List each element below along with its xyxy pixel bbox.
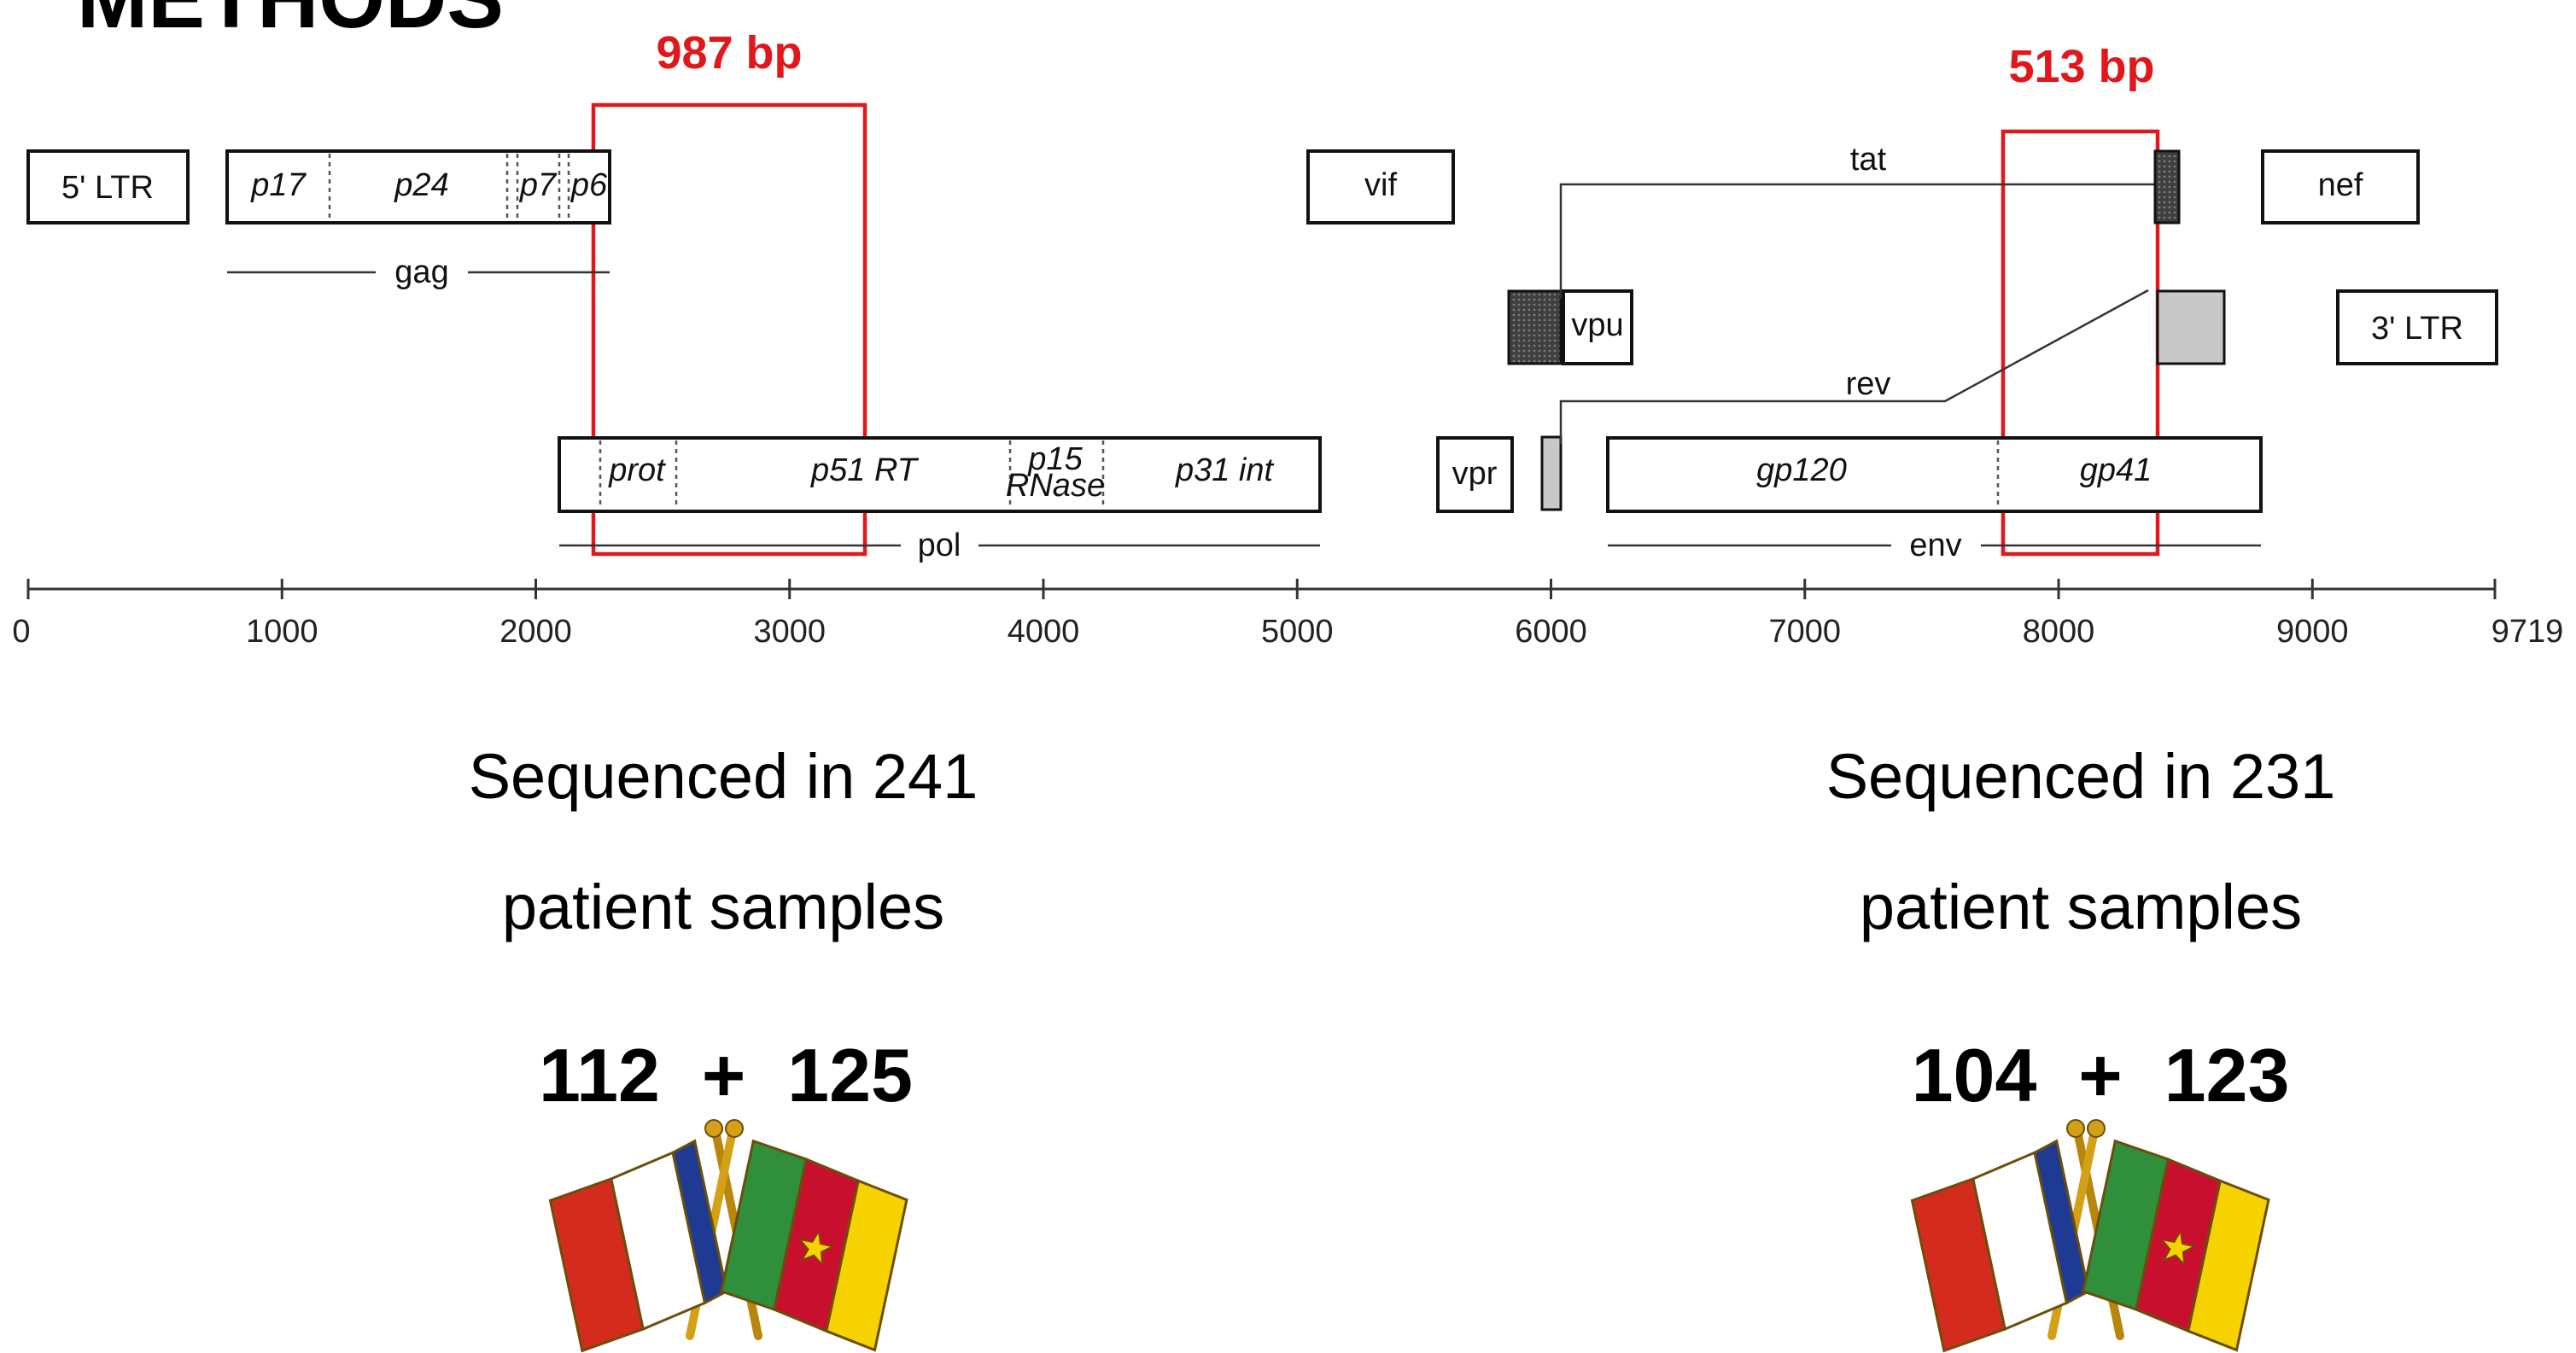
cameroon-flag [2082, 1139, 2270, 1352]
pol-p51rt-label: p51 RT [810, 452, 920, 488]
cameroon-flag [720, 1139, 908, 1352]
page-title: METHODS [77, 0, 504, 46]
region-right-highlight: 513 bp [2001, 41, 2160, 557]
ltr3-label: 3' LTR [2371, 311, 2463, 347]
tat-exon2 [2153, 149, 2181, 225]
region-left-summary: Sequenced in 241 patient samples 112 + 1… [469, 741, 978, 1117]
gag-p7-label: p7 [519, 167, 558, 203]
env-gp120-label: gp120 [1756, 452, 1847, 488]
axis-tick-label: 3000 [753, 614, 826, 650]
france-flag [548, 1139, 728, 1353]
axis-tick-label: 0 [12, 614, 30, 650]
gag-p6-label: p6 [570, 167, 608, 203]
pol-span: pol [559, 528, 1320, 563]
gag-span: gag [227, 254, 610, 290]
axis-tick-label: 5000 [1261, 614, 1334, 650]
gag-box: p17 p24 p7 p6 [225, 149, 611, 225]
vif-label: vif [1364, 167, 1397, 203]
gag-p17-label: p17 [250, 167, 307, 203]
rev-label: rev [1846, 366, 1891, 402]
region-left-line1: Sequenced in 241 [469, 741, 978, 812]
axis-tick-label: 1000 [246, 614, 318, 650]
vpu-box: vpu [1562, 289, 1633, 365]
axis-tick-label: 9719 [2491, 614, 2564, 650]
region-left-highlight: 987 bp [591, 27, 867, 557]
axis-tick-label: 2000 [499, 614, 572, 650]
region-right-counts: 104 + 123 [1912, 1033, 2290, 1117]
pol-box: prot p51 RT p15 RNase p31 int [558, 436, 1322, 513]
region-right-line1: Sequenced in 231 [1826, 741, 2336, 812]
axis-tick-label: 7000 [1768, 614, 1841, 650]
vpr-box: vpr [1436, 436, 1514, 513]
flags-france-cameroon-right [1910, 1119, 2270, 1353]
pol-prot-label: prot [608, 452, 666, 488]
gag-label: gag [394, 254, 448, 290]
ltr5-box: 5' LTR [26, 149, 190, 225]
tat-label: tat [1850, 142, 1887, 178]
region-left-size-label: 987 bp [656, 27, 802, 79]
pol-label: pol [918, 528, 961, 563]
pol-rnase-label: RNase [1006, 468, 1105, 504]
genome-axis: 0 1000 2000 3000 4000 5000 6000 7000 8000 9000 971… [12, 579, 2563, 650]
nef-label: nef [2318, 167, 2363, 203]
axis-tick-label: 6000 [1515, 614, 1587, 650]
ltr5-label: 5' LTR [61, 170, 154, 206]
france-flag [1910, 1139, 2090, 1353]
pol-p31int-label: p31 int [1175, 452, 1275, 488]
tat-exon1 [1507, 289, 1563, 365]
env-box: gp120 gp41 [1606, 436, 2263, 513]
star-icon [798, 1229, 834, 1266]
tat-gene: tat [1507, 142, 2181, 365]
rev-exon1 [1540, 435, 1563, 511]
env-label: env [1909, 528, 1961, 563]
nef-box: nef [2261, 149, 2420, 225]
region-right-summary: Sequenced in 231 patient samples 104 + 1… [1826, 741, 2336, 1117]
ltr3-box: 3' LTR [2336, 289, 2498, 365]
region-left-counts: 112 + 125 [539, 1033, 913, 1117]
vpr-label: vpr [1452, 456, 1498, 492]
rev-gene: rev [1540, 289, 2226, 511]
region-left-line2: patient samples [502, 872, 944, 942]
rev-exon2 [2156, 289, 2226, 365]
star-icon [2160, 1229, 2196, 1266]
region-right-line2: patient samples [1860, 872, 2302, 942]
region-right-size-label: 513 bp [2008, 41, 2154, 92]
axis-tick-label: 4000 [1008, 614, 1080, 650]
flags-france-cameroon-left [548, 1119, 908, 1353]
axis-tick-label: 8000 [2023, 614, 2095, 650]
env-span: env [1608, 528, 2261, 563]
env-gp41-label: gp41 [2080, 452, 2153, 488]
vpu-label: vpu [1571, 307, 1623, 343]
pol-p15-label: p15 [1027, 441, 1083, 477]
gag-p24-label: p24 [394, 167, 448, 203]
vif-box: vif [1306, 149, 1455, 225]
axis-tick-label: 9000 [2276, 614, 2349, 650]
